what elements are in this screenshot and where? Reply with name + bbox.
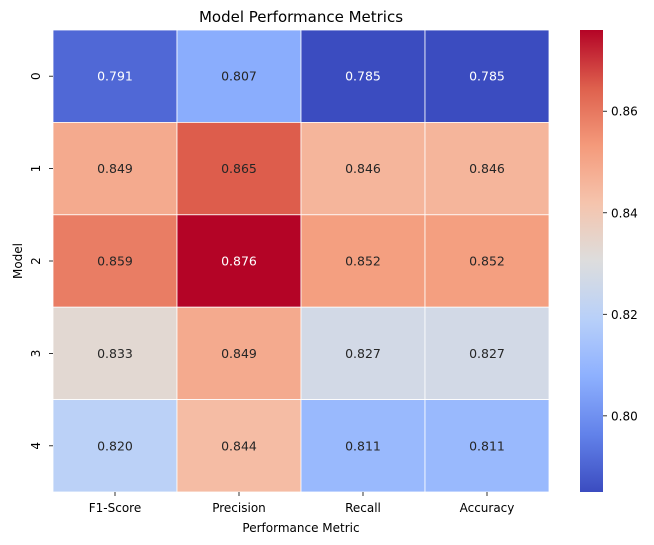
cell-value-label: 0.852: [345, 254, 381, 269]
cell-value-label: 0.849: [97, 161, 133, 176]
cell-value-label: 0.833: [97, 346, 133, 361]
heatmap-cell: [176, 306, 302, 401]
heatmap-cell: [424, 122, 550, 216]
cell-value-label: 0.849: [221, 346, 257, 361]
chart-title: Model Performance Metrics: [199, 8, 403, 26]
cell-value-label: 0.811: [345, 438, 381, 453]
heatmap-cell: [300, 399, 426, 493]
cell-value-label: 0.846: [345, 161, 381, 176]
x-tick-label: Precision: [212, 501, 266, 515]
cell-value-label: 0.820: [97, 438, 133, 453]
cell-value-label: 0.852: [469, 254, 505, 269]
heatmap-cell: [176, 122, 302, 216]
colorbar-gradient: [580, 30, 603, 492]
cell-value-label: 0.844: [221, 438, 257, 453]
y-tick-label: 4: [29, 442, 43, 450]
heatmap-cell: [176, 214, 302, 308]
heatmap-cell: [300, 306, 426, 401]
cell-value-label: 0.876: [221, 254, 257, 269]
cell-value-label: 0.791: [97, 69, 133, 84]
cell-value-label: 0.811: [469, 438, 505, 453]
y-tick-label: 1: [29, 165, 43, 173]
heatmap-cell: [424, 399, 550, 493]
heatmap-cell: [52, 29, 178, 123]
heatmap-cell: [52, 399, 178, 493]
cell-value-label: 0.785: [345, 69, 381, 84]
heatmap-cell: [52, 122, 178, 216]
cell-value-label: 0.785: [469, 69, 505, 84]
heatmap-cell: [176, 399, 302, 493]
x-tick-label: Accuracy: [460, 501, 515, 515]
heatmap-cell: [424, 29, 550, 123]
y-tick-label: 0: [29, 72, 43, 80]
y-axis-ticks: 0 1 2 3 4: [29, 72, 53, 450]
heatmap-cell: [300, 29, 426, 123]
cell-value-label: 0.846: [469, 161, 505, 176]
cell-value-label: 0.807: [221, 69, 257, 84]
x-axis-label: Performance Metric: [242, 521, 359, 535]
heatmap-cell: [424, 214, 550, 308]
heatmap-cell: [424, 306, 550, 401]
cell-value-label: 0.827: [345, 346, 381, 361]
colorbar-tick-label: 0.82: [611, 308, 638, 322]
cell-value-label: 0.859: [97, 254, 133, 269]
heatmap-cell: [52, 306, 178, 401]
heatmap-cells: 0.791 0.807 0.785 0.785 0.849 0.865 0.846 0.846…: [52, 29, 550, 493]
y-axis-label: Model: [11, 243, 25, 279]
heatmap-cell: [176, 29, 302, 123]
cell-value-label: 0.865: [221, 161, 257, 176]
colorbar: 0.80 0.82 0.84 0.86: [580, 30, 638, 492]
cell-value-label: 0.827: [469, 346, 505, 361]
colorbar-tick-label: 0.84: [611, 206, 638, 220]
colorbar-tick-label: 0.86: [611, 105, 638, 119]
x-tick-label: Recall: [345, 501, 381, 515]
y-tick-label: 3: [29, 350, 43, 358]
x-tick-label: F1-Score: [89, 501, 141, 515]
colorbar-tick-label: 0.80: [611, 409, 638, 423]
x-axis-ticks: F1-Score Precision Recall Accuracy: [89, 492, 515, 515]
y-tick-label: 2: [29, 257, 43, 265]
